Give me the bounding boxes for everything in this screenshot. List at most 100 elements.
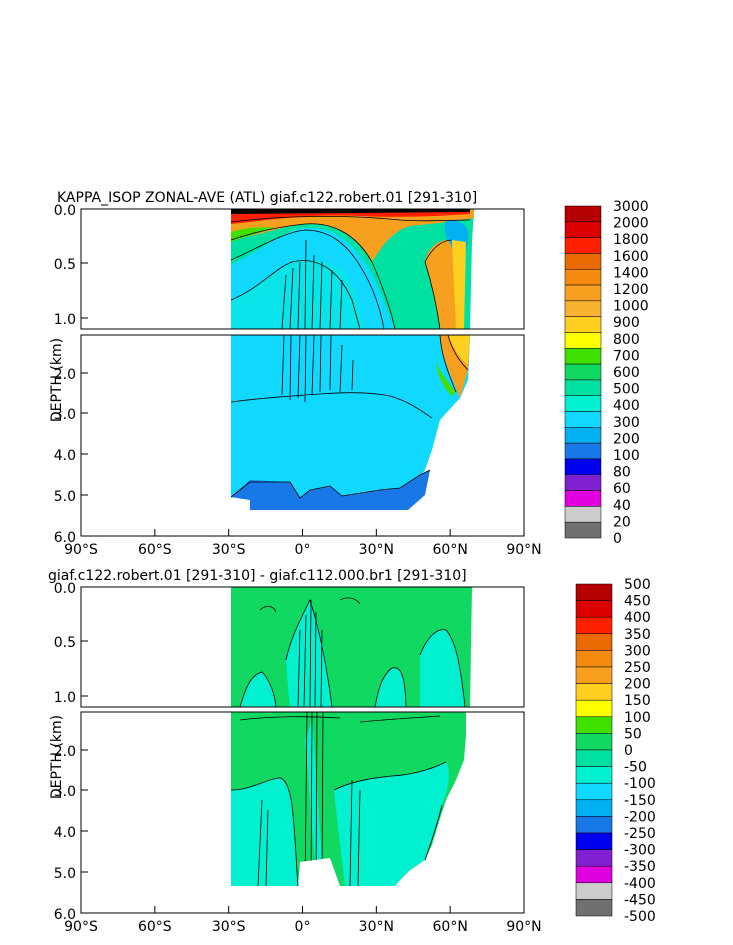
- kappa-colorbar-swatch: [564, 221, 602, 238]
- panel-kappa-title: KAPPA_ISOP ZONAL-AVE (ATL) giaf.c122.rob…: [57, 190, 477, 206]
- diff-upper-frame: [80, 586, 525, 708]
- diff-colorbar-label: 200: [624, 677, 651, 693]
- diff-upper-field: [231, 587, 472, 707]
- diff-colorbar-swatch: [575, 749, 613, 767]
- kappa-ytick-0.0: 0.0: [54, 203, 88, 219]
- diff-colorbar-swatch: [575, 650, 613, 668]
- kappa-colorbar-swatch: [564, 363, 602, 381]
- kappa-ytick-2.0: 2.0: [54, 367, 88, 383]
- kappa-colorbar-label: 1600: [613, 249, 649, 265]
- diff-colorbar-label: 300: [624, 643, 651, 659]
- diff-colorbar-label: 350: [624, 627, 651, 643]
- diff-colorbar-label: -200: [624, 809, 656, 825]
- kappa-colorbar-label: 800: [613, 332, 640, 348]
- diff-colorbar-label: -350: [624, 859, 656, 875]
- diff-xtick-label: 30°N: [359, 919, 394, 935]
- diff-colorbar-swatch: [575, 633, 613, 651]
- diff-colorbar-swatch: [575, 600, 613, 618]
- diff-ytick-0.5: 0.5: [54, 635, 88, 651]
- diff-xtick-label: 60°S: [138, 919, 172, 935]
- diff-colorbar-label: 250: [624, 660, 651, 676]
- kappa-colorbar-swatch: [564, 490, 602, 507]
- svg-text:0.5: 0.5: [54, 635, 76, 651]
- diff-xtick-label: 0°: [295, 919, 311, 935]
- diff-colorbar-swatch: [575, 782, 613, 801]
- kappa-colorbar-swatch: [564, 521, 602, 539]
- kappa-colorbar-swatch: [564, 253, 602, 270]
- kappa-colorbar-swatch: [564, 442, 602, 460]
- diff-ytick-6.0: 6.0: [54, 907, 88, 923]
- kappa-colorbar-swatch: [564, 427, 602, 444]
- diff-colorbar-swatch: [575, 666, 613, 684]
- diff-colorbar-label: 150: [624, 693, 651, 709]
- svg-text:4.0: 4.0: [54, 448, 76, 464]
- diff-colorbar-label: -100: [624, 776, 656, 792]
- svg-text:3.0: 3.0: [54, 407, 76, 423]
- kappa-colorbar-label: 600: [613, 365, 640, 381]
- diff-colorbar-swatch: [575, 865, 613, 884]
- kappa-colorbar-swatch: [564, 458, 602, 476]
- svg-text:0.0: 0.0: [54, 581, 76, 597]
- kappa-colorbar-swatch: [564, 316, 602, 333]
- diff-colorbar-label: -250: [624, 826, 656, 842]
- kappa-colorbar-label: 400: [613, 398, 640, 414]
- svg-text:3.0: 3.0: [54, 784, 76, 800]
- diff-colorbar-label: 100: [624, 710, 651, 726]
- kappa-colorbar-swatch: [564, 474, 602, 491]
- diff-colorbar-label: 500: [624, 577, 651, 593]
- diff-colorbar-label: -300: [624, 843, 656, 859]
- kappa-colorbar-label: 1800: [613, 232, 649, 248]
- kappa-colorbar-label: 100: [613, 448, 640, 464]
- kappa-colorbar-swatch: [564, 395, 602, 412]
- diff-colorbar-label: 0: [624, 743, 633, 759]
- diff-x-ticks: 90°S 60°S 30°S 0° 30°N 60°N 90°N: [64, 906, 542, 935]
- kappa-ytick-0.5: 0.5: [54, 257, 88, 273]
- diff-colorbar-label: -150: [624, 793, 656, 809]
- kappa-colorbar-swatch: [564, 332, 602, 349]
- panel-kappa: KAPPA_ISOP ZONAL-AVE (ATL) giaf.c122.rob…: [49, 190, 649, 558]
- svg-text:0.5: 0.5: [54, 257, 76, 273]
- kappa-xtick-label: 60°N: [433, 542, 468, 558]
- svg-text:2.0: 2.0: [54, 367, 76, 383]
- diff-colorbar-swatch: [575, 699, 613, 718]
- kappa-upper-frame: [80, 208, 525, 330]
- svg-text:4.0: 4.0: [54, 825, 76, 841]
- kappa-ytick-5.0: 5.0: [54, 489, 88, 505]
- diff-xtick-label: 90°S: [64, 919, 98, 935]
- kappa-colorbar-label: 1400: [613, 265, 649, 281]
- kappa-colorbar-label: 900: [613, 315, 640, 331]
- svg-text:1.0: 1.0: [54, 690, 76, 706]
- kappa-lower-field: [230, 335, 470, 536]
- diff-xtick-label: 60°N: [433, 919, 468, 935]
- svg-text:1.0: 1.0: [54, 312, 76, 328]
- diff-xtick-label: 90°N: [506, 919, 541, 935]
- kappa-colorbar-label: 1200: [613, 282, 649, 298]
- kappa-colorbar-label: 60: [613, 481, 631, 497]
- diff-colorbar-swatch: [575, 766, 613, 784]
- diff-ytick-0.0: 0.0: [54, 581, 88, 597]
- diff-colorbar-label: 400: [624, 610, 651, 626]
- diff-colorbar-swatch: [575, 899, 613, 917]
- diff-lower-field: [230, 712, 470, 913]
- svg-text:2.0: 2.0: [54, 744, 76, 760]
- diff-colorbar-swatch: [575, 616, 613, 635]
- diff-ytick-3.0: 3.0: [54, 784, 88, 800]
- kappa-ytick-3.0: 3.0: [54, 407, 88, 423]
- diff-ylabel: DEPTH (km): [49, 715, 65, 799]
- kappa-colorbar-label: 300: [613, 415, 640, 431]
- kappa-colorbar-swatch: [564, 300, 602, 317]
- kappa-colorbar-label: 40: [613, 498, 631, 514]
- kappa-x-ticks: 90°S 60°S 30°S 0° 30°N 60°N 90°N: [64, 529, 542, 558]
- diff-colorbar-label: -50: [624, 760, 647, 776]
- kappa-upper-field: [230, 209, 474, 329]
- diff-colorbar-label: -500: [624, 909, 656, 925]
- kappa-xtick-label: 30°S: [212, 542, 246, 558]
- kappa-colorbar-label: 20: [613, 514, 631, 530]
- diff-ytick-4.0: 4.0: [54, 825, 88, 841]
- kappa-xtick-label: 0°: [295, 542, 311, 558]
- diff-ytick-5.0: 5.0: [54, 866, 88, 882]
- kappa-ylabel: DEPTH (km): [49, 338, 65, 422]
- kappa-colorbar-label: 200: [613, 431, 640, 447]
- kappa-colorbar-label: 3000: [613, 199, 649, 215]
- kappa-xtick-label: 60°S: [138, 542, 172, 558]
